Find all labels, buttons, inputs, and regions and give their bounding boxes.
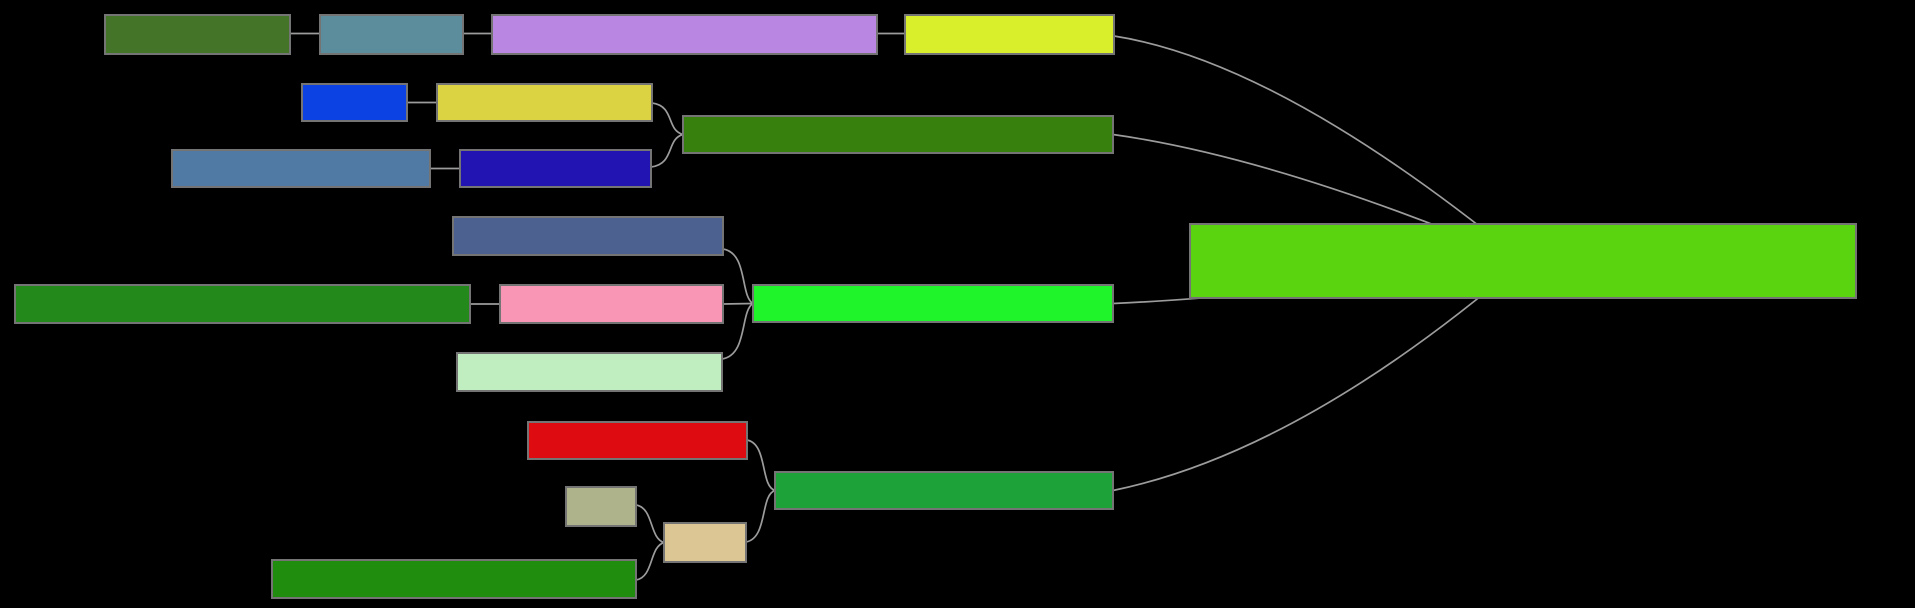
node-yellow[interactable] xyxy=(436,83,653,122)
node-dark-green-merge[interactable] xyxy=(682,115,1114,154)
brace-slateblue-to-brightgreen xyxy=(722,248,754,305)
node-bright-green-merge[interactable] xyxy=(752,284,1114,323)
node-tan[interactable] xyxy=(663,522,747,563)
node-mint[interactable] xyxy=(456,352,723,392)
edge-yellowgreen-to-root xyxy=(1113,35,1524,262)
node-green-bottom[interactable] xyxy=(271,559,637,599)
edge-midgreen-to-root xyxy=(1112,260,1524,492)
brace-mint-to-brightgreen xyxy=(721,302,754,360)
brace-khaki-to-tan xyxy=(635,504,665,544)
node-slate-blue[interactable] xyxy=(452,216,724,256)
node-blue[interactable] xyxy=(301,83,408,122)
node-forest-green-long[interactable] xyxy=(14,284,471,324)
node-yellow-green[interactable] xyxy=(904,14,1115,55)
node-teal[interactable] xyxy=(319,14,464,55)
node-khaki[interactable] xyxy=(565,486,637,527)
brace-bottomgreen-to-tan xyxy=(635,541,665,581)
brace-yellow-to-darkgreen xyxy=(651,102,684,136)
node-red[interactable] xyxy=(527,421,748,460)
brace-pink-to-brightgreen xyxy=(722,302,754,305)
node-root-large-green[interactable] xyxy=(1189,223,1857,299)
node-violet[interactable] xyxy=(491,14,878,55)
node-medium-green-merge[interactable] xyxy=(774,471,1114,510)
node-pink[interactable] xyxy=(499,284,724,324)
brace-navy-to-darkgreen xyxy=(650,133,684,168)
node-olive[interactable] xyxy=(104,14,291,55)
node-navy[interactable] xyxy=(459,149,652,188)
node-steel-blue[interactable] xyxy=(171,149,431,188)
brace-red-to-midgreen xyxy=(746,439,776,492)
brace-tan-to-midgreen xyxy=(745,489,776,543)
